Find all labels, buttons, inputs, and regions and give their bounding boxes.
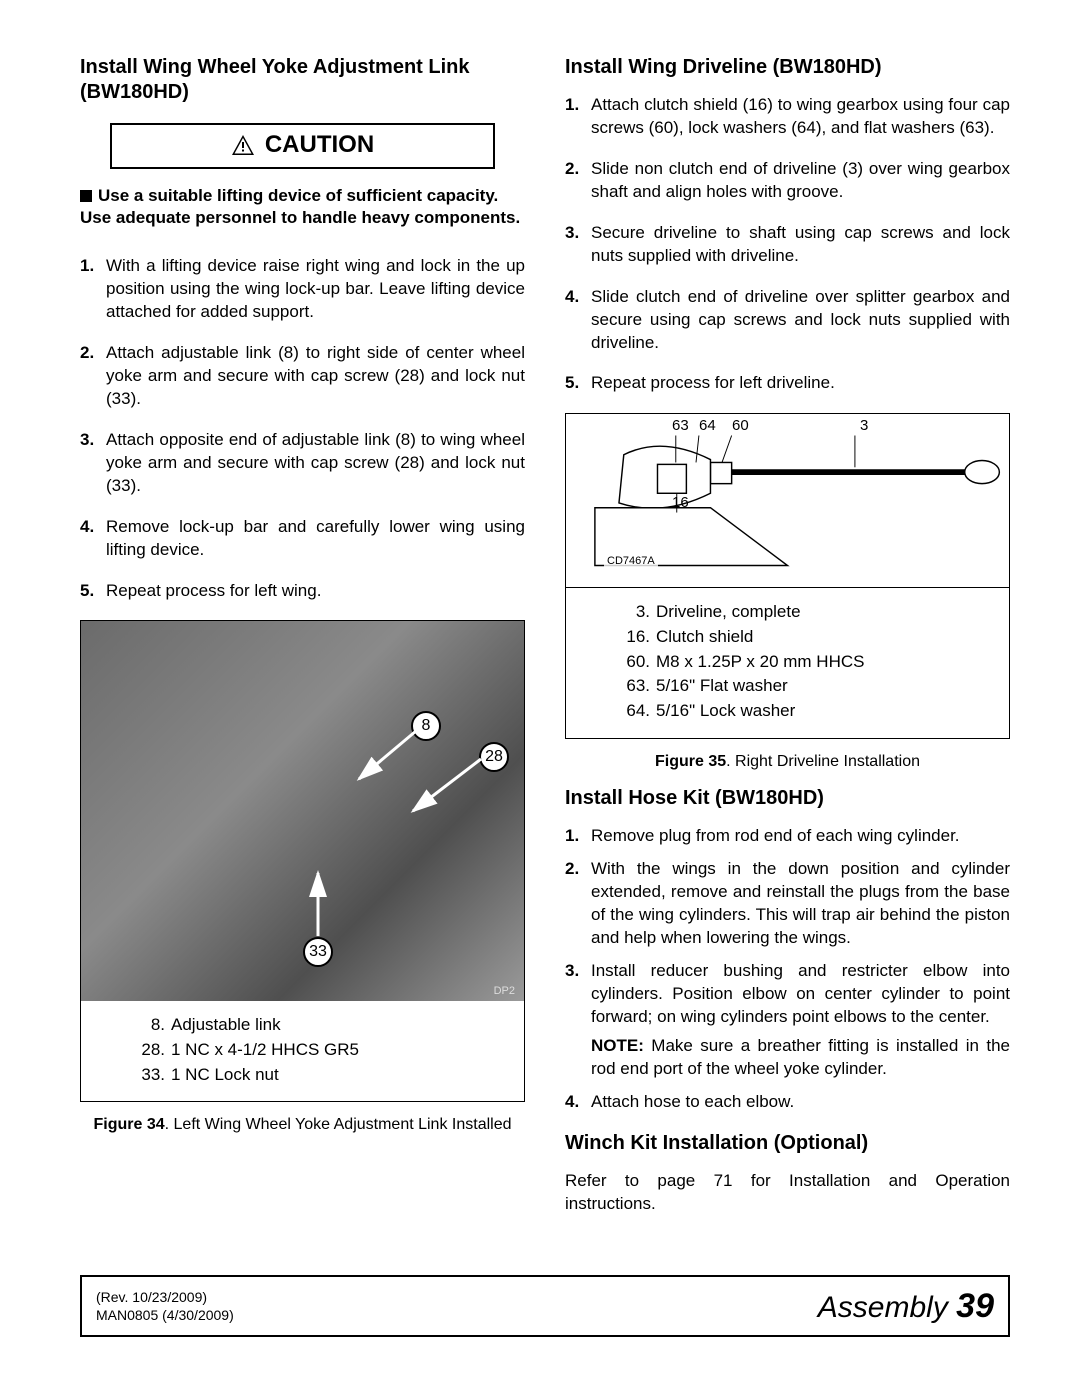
footer-section: Assembly [818,1291,948,1324]
list-item: Repeat process for left driveline. [591,372,1010,395]
list-item: Attach clutch shield (16) to wing gearbo… [591,94,1010,140]
right-column: Install Wing Driveline (BW180HD) Attach … [565,55,1010,1226]
legend-row: 16.Clutch shield [618,625,981,650]
footer-rev: (Rev. 10/23/2009) [96,1288,234,1306]
list-item: Remove plug from rod end of each wing cy… [591,825,1010,848]
right-heading-1: Install Wing Driveline (BW180HD) [565,55,1010,80]
bullet-icon [80,190,92,202]
footer: (Rev. 10/23/2009) MAN0805 (4/30/2009) As… [80,1275,1010,1337]
list-item: Repeat process for left wing. [106,580,525,603]
diagram-id: CD7467A [604,555,658,567]
footer-page-number: 39 [956,1287,994,1325]
list-item: Secure driveline to shaft using cap scre… [591,222,1010,268]
left-column: Install Wing Wheel Yoke Adjustment Link … [80,55,525,1226]
figure-34-legend: 8.Adjustable link 28.1 NC x 4-1/2 HHCS G… [81,1001,524,1101]
footer-right: Assembly 39 [818,1287,994,1326]
footer-left: (Rev. 10/23/2009) MAN0805 (4/30/2009) [96,1288,234,1324]
list-item: Install reducer bushing and restricter e… [591,960,1010,1081]
label-64: 64 [699,417,716,434]
label-60: 60 [732,417,749,434]
note-text: Make sure a breather fitting is installe… [591,1036,1010,1078]
left-heading-1: Install Wing Wheel Yoke Adjustment Link … [80,55,525,105]
right-heading-3: Winch Kit Installation (Optional) [565,1131,1010,1156]
label-16: 16 [672,494,689,511]
figure-35-legend: 3.Driveline, complete 16.Clutch shield 6… [566,587,1009,737]
list-item: With a lifting device raise right wing a… [106,255,525,324]
caution-label: CAUTION [231,131,374,159]
note-label: NOTE: [591,1036,644,1055]
photo-id: DP2 [491,985,518,997]
warning-triangle-icon [231,134,255,156]
legend-row: 8.Adjustable link [133,1013,496,1038]
legend-row: 28.1 NC x 4-1/2 HHCS GR5 [133,1038,496,1063]
footer-man: MAN0805 (4/30/2009) [96,1306,234,1324]
figure-35-diagram: 63 64 60 3 16 CD7467A [566,414,1009,587]
list-item: Attach opposite end of adjustable link (… [106,429,525,498]
legend-row: 60.M8 x 1.25P x 20 mm HHCS [618,650,981,675]
list-item: Attach hose to each elbow. [591,1091,1010,1114]
figure-35: 63 64 60 3 16 CD7467A 3.Driveline, compl… [565,413,1010,738]
list-item: Attach adjustable link (8) to right side… [106,342,525,411]
caution-paragraph: Use a suitable lifting device of suffici… [80,185,525,229]
figure-35-caption: Figure 35. Right Driveline Installation [565,751,1010,773]
right-steps-2: Remove plug from rod end of each wing cy… [565,825,1010,1113]
caution-box: CAUTION [110,123,495,169]
list-item: Slide non clutch end of driveline (3) ov… [591,158,1010,204]
list-item: With the wings in the down position and … [591,858,1010,950]
legend-row: 3.Driveline, complete [618,600,981,625]
caution-text: CAUTION [265,131,374,159]
figure-34-photo: 8 28 33 DP2 [81,621,524,1001]
legend-row: 64.5/16" Lock washer [618,699,981,724]
left-steps: With a lifting device raise right wing a… [80,255,525,602]
label-63: 63 [672,417,689,434]
right-steps-1: Attach clutch shield (16) to wing gearbo… [565,94,1010,395]
figure-34-caption: Figure 34. Left Wing Wheel Yoke Adjustme… [80,1114,525,1136]
list-item: Slide clutch end of driveline over split… [591,286,1010,355]
figure-34: 8 28 33 DP2 8.Adjustable link 28.1 NC x … [80,620,525,1102]
list-item: Remove lock-up bar and carefully lower w… [106,516,525,562]
legend-row: 63.5/16" Flat washer [618,674,981,699]
winch-paragraph: Refer to page 71 for Installation and Op… [565,1170,1010,1216]
callout-arrows [81,621,524,1001]
legend-row: 33.1 NC Lock nut [133,1063,496,1088]
label-3: 3 [860,417,868,434]
right-heading-2: Install Hose Kit (BW180HD) [565,786,1010,811]
